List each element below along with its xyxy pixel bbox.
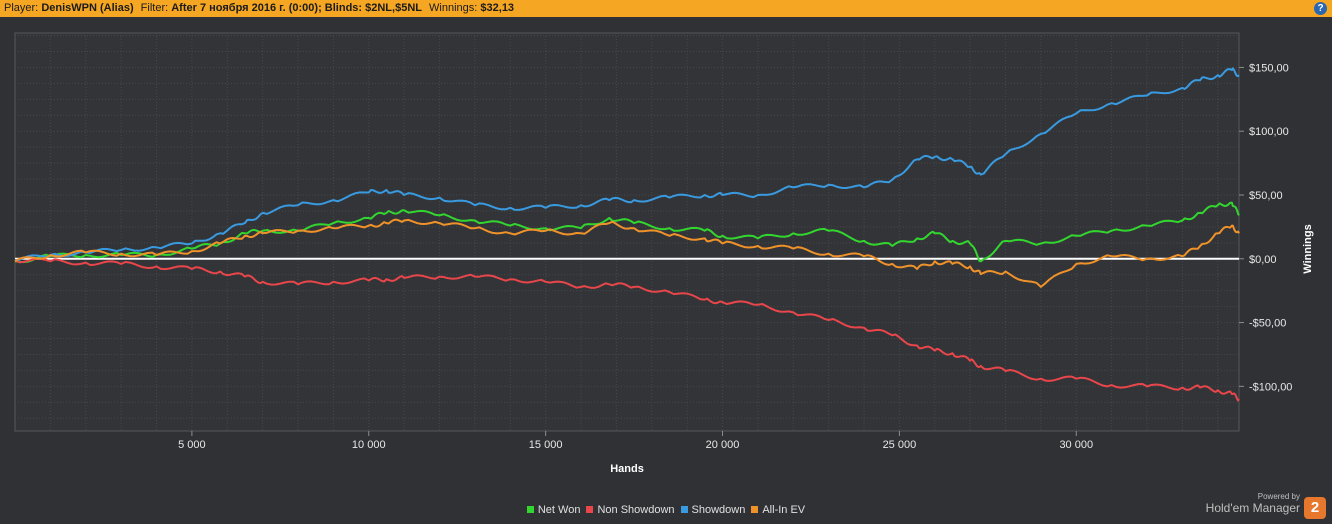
legend-label: All-In EV: [762, 504, 806, 516]
x-tick-label: 5 000: [178, 439, 206, 451]
legend-swatch: [586, 506, 594, 513]
legend-item[interactable]: Non Showdown: [586, 504, 675, 516]
filter-label: Filter:: [140, 2, 169, 14]
legend: Net Won Non Showdown Showdown All-In EV: [0, 504, 1332, 516]
legend-item[interactable]: All-In EV: [751, 504, 805, 516]
legend-swatch: [751, 506, 759, 513]
winnings-chart: 5 000 10 000 15 000 20 000 25 000 30 000 $150,…: [14, 32, 1314, 475]
y-tick-label: -$50,00: [1249, 318, 1286, 330]
y-tick-label: $50,00: [1249, 190, 1283, 202]
product-name: Hold'em Manager: [1205, 501, 1300, 515]
powered-by-text: Powered by: [1257, 492, 1300, 501]
legend-label: Non Showdown: [597, 504, 675, 516]
x-tick-label: 25 000: [883, 439, 917, 451]
x-tick-label: 20 000: [706, 439, 740, 451]
info-bar: Player: DenisWPN (Alias) Filter: After 7…: [0, 0, 1332, 17]
plot-area: [14, 32, 1240, 432]
y-axis-title: Winnings: [1302, 224, 1314, 273]
player-value: DenisWPN (Alias): [41, 2, 134, 14]
legend-label: Net Won: [537, 504, 581, 516]
legend-swatch: [680, 506, 688, 513]
legend-label: Showdown: [691, 504, 746, 516]
legend-item[interactable]: Net Won: [526, 504, 581, 516]
y-tick-label: $0,00: [1249, 254, 1277, 266]
help-icon[interactable]: ?: [1314, 2, 1327, 15]
winnings-label: Winnings:: [429, 2, 478, 14]
brand: Powered by Hold'em Manager: [1206, 492, 1300, 515]
grid: [14, 32, 1240, 432]
y-tick-label: -$100,00: [1249, 381, 1292, 393]
x-axis-title: Hands: [610, 463, 644, 475]
x-tick-label: 10 000: [352, 439, 386, 451]
y-tick-label: $100,00: [1249, 126, 1289, 138]
player-label: Player:: [4, 2, 39, 14]
x-tick-label: 30 000: [1059, 439, 1093, 451]
series-line-all-in-ev: [14, 218, 1240, 288]
legend-swatch: [526, 506, 534, 513]
axes: 5 000 10 000 15 000 20 000 25 000 30 000 $150,…: [15, 62, 1292, 451]
x-tick-label: 15 000: [529, 439, 563, 451]
series-line-showdown: [14, 67, 1240, 262]
filter-value: After 7 ноября 2016 г. (0:00); Blinds: $…: [171, 2, 422, 14]
hm2-logo-icon: 2: [1304, 497, 1326, 519]
series-line-non-showdown: [14, 257, 1240, 402]
series-line-net-won: [14, 201, 1240, 264]
winnings-value: $32,13: [480, 2, 515, 14]
legend-item[interactable]: Showdown: [680, 504, 746, 516]
series-lines: [14, 67, 1240, 402]
y-tick-label: $150,00: [1249, 62, 1289, 74]
